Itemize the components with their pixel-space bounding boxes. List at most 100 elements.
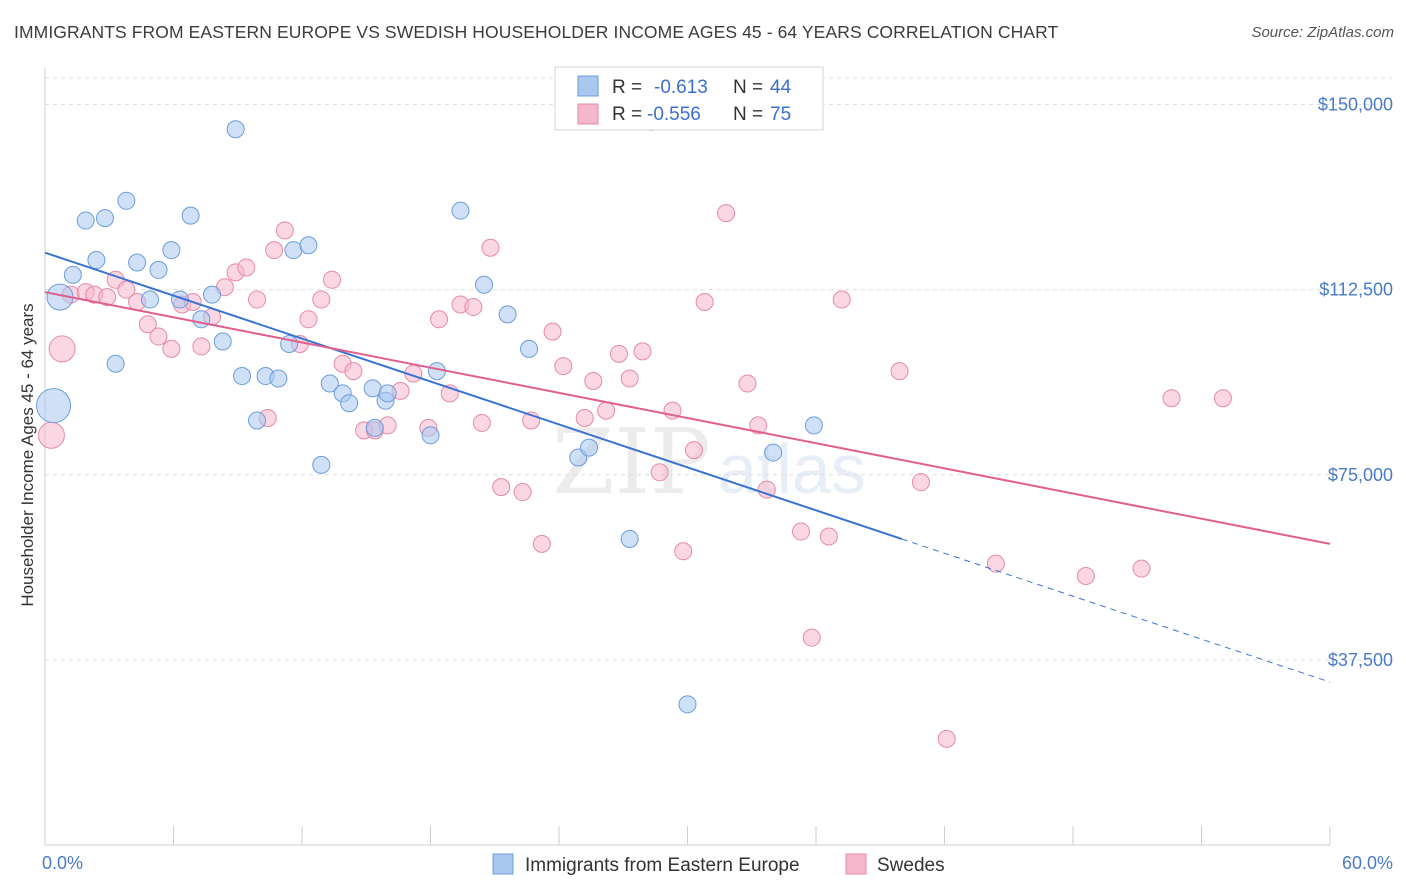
immigrants-point-0 — [36, 388, 72, 424]
swedes-trend-line — [44, 291, 1331, 545]
swedes-point-25 — [312, 290, 331, 309]
watermark-atlas: atlas — [718, 430, 866, 508]
swedes-point-28 — [344, 362, 363, 381]
legend-r-value-1: -0.613 — [654, 77, 708, 98]
immigrants-point-4 — [87, 251, 106, 270]
swedes-point-26 — [322, 270, 341, 289]
swedes-point-51 — [620, 369, 639, 388]
legend-n-value-2: 75 — [770, 104, 791, 125]
swedes-point-14 — [192, 337, 211, 356]
legend-n-label-2: N = — [733, 104, 763, 125]
swedes-point-0 — [37, 421, 65, 449]
immigrants-point-26 — [320, 374, 339, 393]
swedes-point-67 — [911, 473, 930, 492]
y-tick-label-2: $112,500 — [1319, 280, 1393, 300]
x-axis-labels: 0.0% 60.0% — [42, 853, 1393, 873]
swedes-point-52 — [633, 342, 652, 361]
swedes-point-57 — [695, 293, 714, 312]
swedes-point-40 — [481, 238, 500, 257]
swedes-point-64 — [819, 527, 838, 546]
axes — [44, 68, 1331, 846]
bottom-legend-swatch-pink — [845, 853, 867, 875]
swedes-point-18 — [237, 258, 256, 277]
immigrants-point-8 — [128, 253, 147, 272]
immigrants-point-7 — [117, 191, 136, 210]
y-tick-labels: $37,500 $75,000 $112,500 $150,000 — [1318, 95, 1393, 670]
immigrants-point-43 — [764, 443, 783, 462]
immigrants-point-41 — [620, 529, 639, 548]
swedes-point-63 — [802, 628, 821, 647]
immigrants-point-19 — [248, 411, 267, 430]
swedes-point-72 — [1162, 389, 1181, 408]
bottom-legend: Immigrants from Eastern Europe Swedes — [492, 853, 945, 876]
legend-swatch-pink — [577, 103, 599, 125]
immigrants-point-11 — [162, 241, 181, 260]
swedes-point-39 — [472, 413, 491, 432]
legend-swatch-blue — [577, 75, 599, 97]
swedes-point-62 — [792, 522, 811, 541]
legend-n-label-1: N = — [733, 77, 763, 98]
bottom-legend-label-immigrants: Immigrants from Eastern Europe — [525, 855, 800, 876]
immigrants-point-24 — [299, 236, 318, 255]
immigrants-point-23 — [284, 241, 303, 260]
swedes-point-60 — [749, 416, 768, 435]
swedes-point-11 — [162, 339, 181, 358]
swedes-point-49 — [597, 401, 616, 420]
immigrants-trend-extension — [901, 538, 1331, 683]
swedes-point-47 — [575, 409, 594, 428]
immigrants-point-25 — [312, 455, 331, 474]
swedes-point-35 — [430, 310, 449, 329]
swedes-point-56 — [684, 441, 703, 460]
immigrants-point-13 — [181, 206, 200, 225]
swedes-point-38 — [464, 297, 483, 316]
swedes-point-7 — [117, 280, 136, 299]
immigrants-point-29 — [363, 379, 382, 398]
immigrants-point-33 — [421, 426, 440, 445]
legend-n-value-1: 44 — [770, 77, 792, 98]
immigrants-trend-line — [44, 251, 902, 540]
immigrants-point-15 — [203, 285, 222, 304]
bottom-legend-swatch-blue — [492, 853, 514, 875]
y-axis-label: Householder Income Ages 45 - 64 years — [18, 303, 37, 606]
immigrants-point-42 — [678, 695, 697, 714]
legend-r-value-2: -0.556 — [647, 104, 701, 125]
swedes-point-53 — [650, 463, 669, 482]
legend-r-label-1: R = — [612, 77, 642, 98]
swedes-point-9 — [138, 315, 157, 334]
swedes-point-61 — [757, 480, 776, 499]
immigrants-point-5 — [95, 209, 114, 228]
swedes-point-58 — [717, 204, 736, 223]
immigrants-point-40 — [579, 438, 598, 457]
swedes-point-10 — [149, 327, 168, 346]
x-tick-label-start: 0.0% — [42, 853, 83, 873]
immigrants-point-21 — [269, 369, 288, 388]
swedes-point-50 — [609, 344, 628, 363]
immigrants-point-28 — [340, 394, 359, 413]
swedes-point-42 — [513, 483, 532, 502]
swedes-point-44 — [532, 534, 551, 553]
immigrants-point-18 — [233, 367, 252, 386]
swedes-point-59 — [738, 374, 757, 393]
immigrants-point-6 — [106, 354, 125, 373]
immigrants-point-30 — [365, 418, 384, 437]
swedes-point-70 — [1076, 566, 1095, 585]
immigrants-point-32 — [378, 384, 397, 403]
swedes-point-22 — [275, 221, 294, 240]
swedes-point-55 — [674, 542, 693, 561]
swedes-point-5 — [98, 288, 117, 307]
immigrants-point-10 — [149, 260, 168, 279]
swedes-point-69 — [986, 554, 1005, 573]
swedes-point-1 — [48, 335, 76, 363]
swedes-point-48 — [584, 371, 603, 390]
bottom-legend-label-swedes: Swedes — [877, 855, 945, 876]
swedes-point-46 — [554, 357, 573, 376]
immigrants-point-35 — [451, 201, 470, 220]
immigrants-point-2 — [63, 265, 82, 284]
swedes-point-45 — [543, 322, 562, 341]
immigrants-point-14 — [192, 310, 211, 329]
immigrants-point-17 — [226, 120, 245, 139]
top-legend: R = -0.613 N = 44 R = -0.556 N = 75 — [554, 66, 824, 131]
source-label: Source: ZipAtlas.com — [1251, 24, 1394, 41]
immigrants-point-34 — [427, 362, 446, 381]
